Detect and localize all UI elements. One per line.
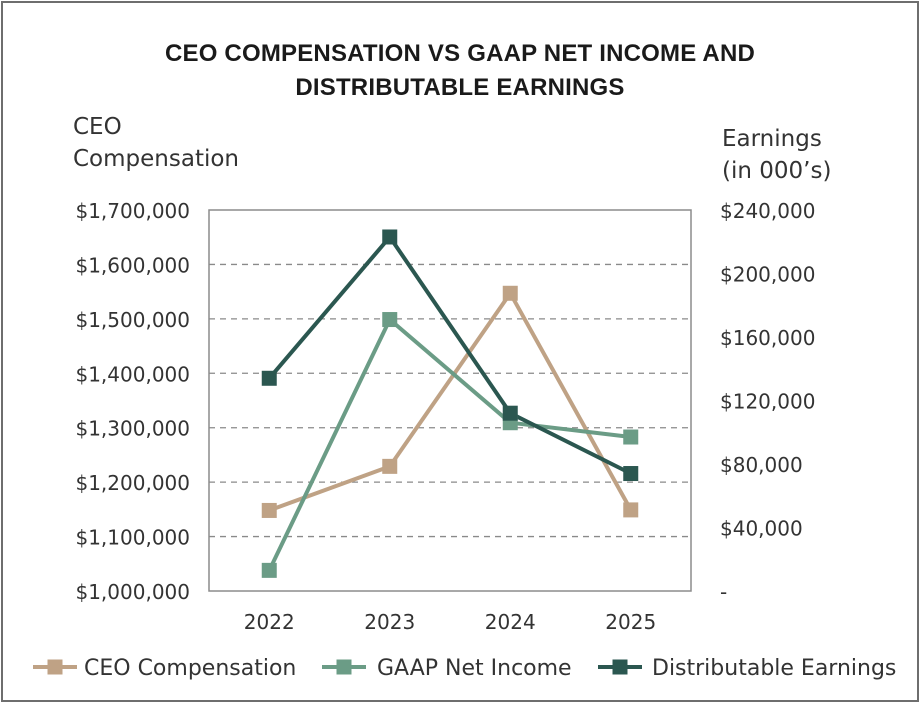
right-tick-label: $200,000 (720, 263, 815, 287)
chart-title-line-1: CEO COMPENSATION VS GAAP NET INCOME AND (164, 40, 756, 67)
marker-gaap-net-income (623, 429, 639, 445)
series-line-gaap-net-income (267, 317, 632, 572)
marker-gaap-net-income (261, 562, 277, 578)
left-tick-label: $1,100,000 (75, 526, 190, 550)
right-tick-label: $120,000 (720, 390, 815, 414)
right-tick-label: $80,000 (720, 453, 803, 477)
right-tick-label: $40,000 (720, 517, 803, 541)
marker-ceo-compensation (502, 285, 518, 301)
marker-ceo-compensation (261, 502, 277, 518)
left-axis-title-line-2: Compensation (73, 146, 239, 172)
marker-distributable-earnings (382, 229, 398, 245)
left-axis-ticks: $1,000,000 $1,100,000 $1,200,000 $1,300,000… (75, 199, 190, 604)
chart-title-line-2: DISTRIBUTABLE EARNINGS (295, 74, 625, 101)
legend-label-ceo-compensation: CEO Compensation (84, 656, 296, 681)
series-line-ceo-compensation (268, 291, 633, 513)
plot-area (208, 209, 692, 592)
right-tick-label: - (720, 580, 727, 604)
right-axis-title-line-2: (in 000’s) (722, 158, 832, 184)
legend-marker-ceo-compensation (47, 659, 63, 675)
left-tick-label: $1,700,000 (75, 199, 190, 223)
left-tick-label: $1,000,000 (75, 580, 190, 604)
legend-label-distributable-earnings: Distributable Earnings (652, 656, 896, 681)
right-axis-title-line-1: Earnings (722, 126, 822, 152)
left-tick-label: $1,300,000 (75, 417, 190, 441)
marker-gaap-net-income (382, 312, 398, 328)
legend-label-gaap-net-income: GAAP Net Income (377, 656, 572, 681)
series-markers (261, 229, 639, 578)
marker-distributable-earnings (261, 370, 277, 386)
x-tick-label: 2023 (364, 610, 415, 634)
left-tick-label: $1,400,000 (75, 362, 190, 386)
x-tick-label: 2024 (485, 610, 536, 634)
marker-distributable-earnings (623, 466, 639, 482)
gridlines (209, 263, 691, 538)
right-tick-label: $160,000 (720, 326, 815, 350)
legend-marker-gaap-net-income (336, 659, 352, 675)
right-tick-label: $240,000 (720, 199, 815, 223)
left-tick-label: $1,500,000 (75, 308, 190, 332)
marker-ceo-compensation (623, 502, 639, 518)
series-lines (267, 235, 633, 572)
x-axis-ticks: 2022 2023 2024 2025 (244, 610, 656, 634)
left-axis-title-line-1: CEO (73, 114, 122, 140)
marker-ceo-compensation (382, 458, 398, 474)
x-tick-label: 2022 (244, 610, 295, 634)
right-axis-ticks: - $40,000 $80,000 $120,000 $160,000 $200,000 $… (720, 199, 815, 604)
left-tick-label: $1,600,000 (75, 253, 190, 277)
marker-distributable-earnings (502, 405, 518, 421)
legend: CEO Compensation GAAP Net Income Distribut… (33, 656, 896, 681)
series-line-distributable-earnings (267, 235, 632, 476)
x-tick-label: 2025 (605, 610, 656, 634)
legend-marker-distributable-earnings (612, 659, 628, 675)
left-tick-label: $1,200,000 (75, 471, 190, 495)
